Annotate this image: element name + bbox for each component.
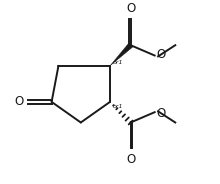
Text: O: O xyxy=(157,48,166,61)
Text: O: O xyxy=(157,107,166,120)
Text: or1: or1 xyxy=(113,60,123,65)
Polygon shape xyxy=(110,43,133,66)
Text: O: O xyxy=(14,95,23,108)
Text: or1: or1 xyxy=(113,104,123,109)
Text: O: O xyxy=(126,153,135,166)
Text: O: O xyxy=(126,2,135,15)
